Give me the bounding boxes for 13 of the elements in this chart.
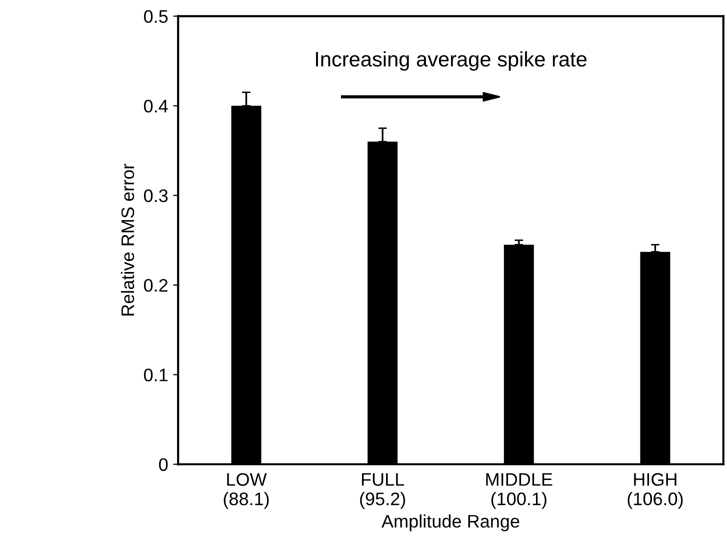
- y-tick-label: 0: [159, 458, 168, 471]
- y-tick-label: 0.1: [144, 368, 168, 382]
- x-axis-title: Amplitude Range: [382, 514, 520, 532]
- x-tick-label: FULL (95.2): [360, 473, 406, 509]
- y-tick-label: 0.3: [144, 189, 168, 202]
- y-tick-label: 0.4: [144, 100, 168, 113]
- y-tick-label: 0.2: [144, 278, 168, 292]
- y-axis-title: Relative RMS error: [120, 164, 134, 316]
- annotation: Increasing average spike rate: [316, 51, 586, 71]
- x-tick-label: LOW (88.1): [224, 473, 269, 509]
- y-tick-label: 0.5: [144, 10, 168, 23]
- x-tick-label: MIDDLE (100.1): [486, 473, 552, 509]
- x-tick-label: HIGH (106.0): [628, 473, 683, 509]
